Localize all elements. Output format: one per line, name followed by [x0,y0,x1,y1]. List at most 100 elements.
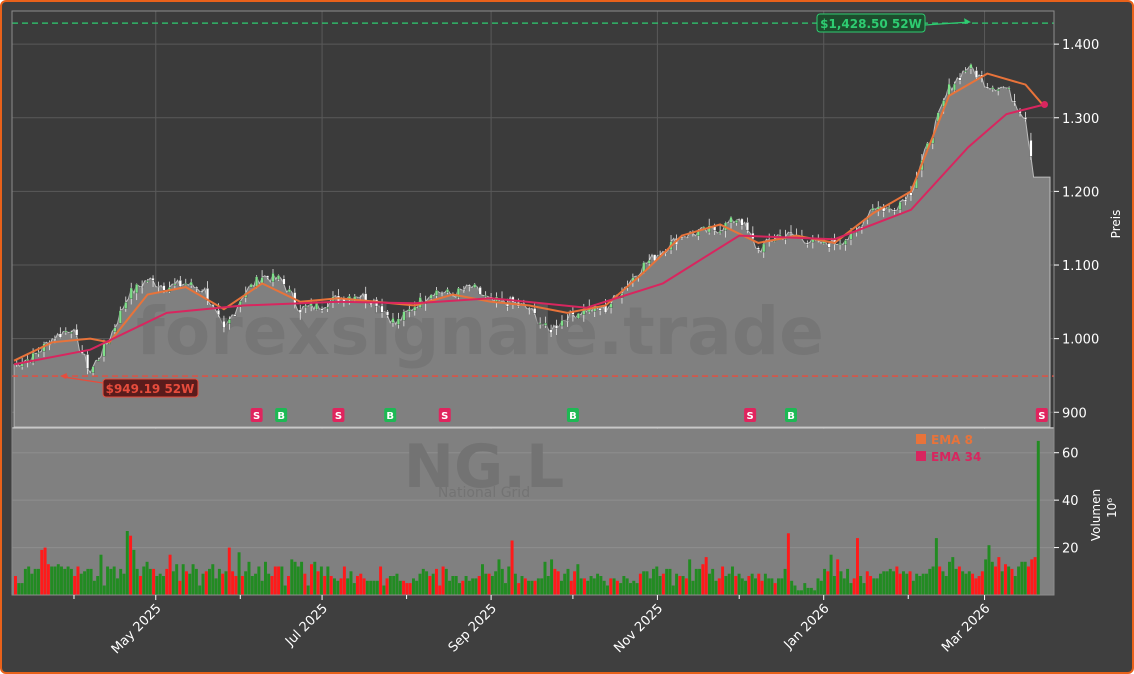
volume-bar [431,573,435,595]
candle-body [151,277,155,281]
candle-body [549,329,553,333]
volume-bar [734,576,738,595]
volume-bar [191,564,195,595]
candle-body [456,288,460,298]
volume-bar [500,568,504,595]
volume-bar [385,578,389,595]
volume-bar [658,576,662,595]
volume-bar [507,566,511,595]
volume-bar [944,576,948,595]
volume-bar [540,578,544,595]
candle-body [484,295,488,297]
volume-bar [839,571,843,595]
volume-bar [652,568,655,595]
signal-marker [744,408,757,422]
volume-bar [780,578,784,595]
volume-bar [1030,559,1034,595]
candle-body [58,333,62,338]
volume-bar [132,549,136,595]
candle-body [255,276,259,287]
price-tick-label: 900 [1062,406,1087,421]
candle-body [266,275,269,278]
volume-bar [451,576,455,595]
volume-bar [14,576,17,595]
volume-bar [990,561,994,595]
volume-bar [740,578,744,595]
price-tick-label: 1.200 [1062,185,1099,200]
volume-bar [392,576,396,595]
volume-bar [79,573,83,595]
candle-body [789,232,793,234]
volume-bar [56,564,60,595]
candle-body [102,342,106,357]
candle-body [157,286,160,289]
volume-bar [629,583,632,595]
signal-label: B [569,411,577,422]
volume-bar [556,571,560,595]
volume-bar [957,566,961,595]
price-y-axis: 900 1.000 1.100 1.200 1.300 1.400 [1054,38,1099,421]
52w-high-label: $1,428.50 52W [820,17,922,31]
volume-bar [533,580,537,595]
volume-bar [826,571,830,595]
52w-high-label-box [816,13,926,33]
volume-bar [329,576,333,595]
volume-bar [270,576,274,595]
volume-bar [504,583,507,595]
volume-bar [967,571,971,595]
legend-label: EMA 34 [931,450,981,464]
volume-bar [546,576,550,595]
volume-bar [767,578,771,595]
volume-bar [862,583,866,595]
volume-tick-label: 20 [1062,542,1079,557]
candle-body [991,87,995,90]
volume-bar [244,571,248,595]
volume-bar [227,547,231,595]
candle-body [609,303,613,308]
signal-marker [438,408,451,422]
volume-bar [786,533,790,595]
volume-bar [204,571,208,595]
volume-bar [737,573,741,595]
volume-bar [487,573,491,595]
volume-bar [530,580,534,595]
candle-body [298,309,302,313]
volume-bar [829,554,833,595]
volume-bar [33,568,37,595]
volume-bar [550,559,554,595]
volume-bar [928,568,932,595]
volume-bar [412,578,415,595]
volume-bar [217,568,221,595]
volume-bar [800,590,803,595]
candle-body [555,325,558,329]
volume-bar [908,571,912,595]
volume-bar [1017,566,1021,595]
volume-bar [665,568,669,595]
volume-bar [915,573,919,595]
plot-border [11,10,1055,596]
candle-body [582,308,586,315]
candle-body [113,327,117,333]
candle-body [402,311,406,321]
volume-bar [257,566,261,595]
volume-bar [721,566,725,595]
candle-body [135,284,139,294]
volume-bar [1013,576,1017,595]
candle-body [887,207,891,209]
volume-bar [438,585,442,595]
volume-bar [754,578,757,595]
volume-bar [40,549,44,595]
volume-bar [563,573,567,595]
watermark-ticker: NG.L [404,432,565,502]
volume-bar [750,573,754,595]
volume-bar [37,568,40,595]
volume-bar [448,580,452,595]
candle-body [249,283,253,288]
signal-label: B [386,411,394,422]
volume-bar [20,583,24,595]
volume-bar [293,561,297,595]
price-tick-label: 1.100 [1062,259,1099,274]
volume-bar [221,573,225,595]
volume-bar [477,576,481,595]
volume-bar [369,580,373,595]
